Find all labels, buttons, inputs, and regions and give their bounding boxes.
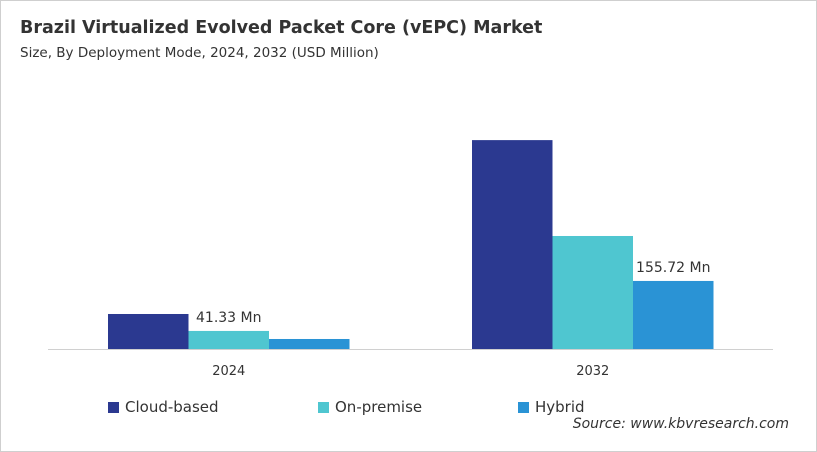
legend-swatch-cloud-based	[108, 401, 119, 413]
legend-item-cloud-based: Cloud-based	[108, 398, 219, 416]
x-tick-label: 2024	[212, 364, 245, 379]
legend-item-on-premise: On-premise	[318, 398, 422, 416]
bar-on-premise-2024	[188, 330, 269, 349]
bar-hybrid-2024	[269, 338, 350, 349]
data-label: 41.33 Mn	[196, 310, 261, 326]
bar-cloud-based-2032	[472, 140, 553, 349]
bar-hybrid-2032	[633, 280, 714, 349]
chart-title: Brazil Virtualized Evolved Packet Core (…	[20, 18, 543, 38]
bar-cloud-based-2024	[108, 313, 189, 349]
legend-label: Hybrid	[535, 398, 585, 416]
legend-label: Cloud-based	[125, 398, 219, 416]
legend-label: On-premise	[335, 398, 423, 416]
data-label: 155.72 Mn	[636, 260, 710, 276]
legend-item-hybrid: Hybrid	[518, 398, 585, 416]
source-note: Source: www.kbvresearch.com	[572, 416, 789, 432]
x-tick-label: 2032	[576, 364, 609, 379]
chart-subtitle: Size, By Deployment Mode, 2024, 2032 (US…	[20, 45, 379, 61]
legend-swatch-hybrid	[518, 401, 529, 413]
bar-on-premise-2032	[552, 235, 633, 349]
legend-swatch-on-premise	[318, 401, 329, 413]
